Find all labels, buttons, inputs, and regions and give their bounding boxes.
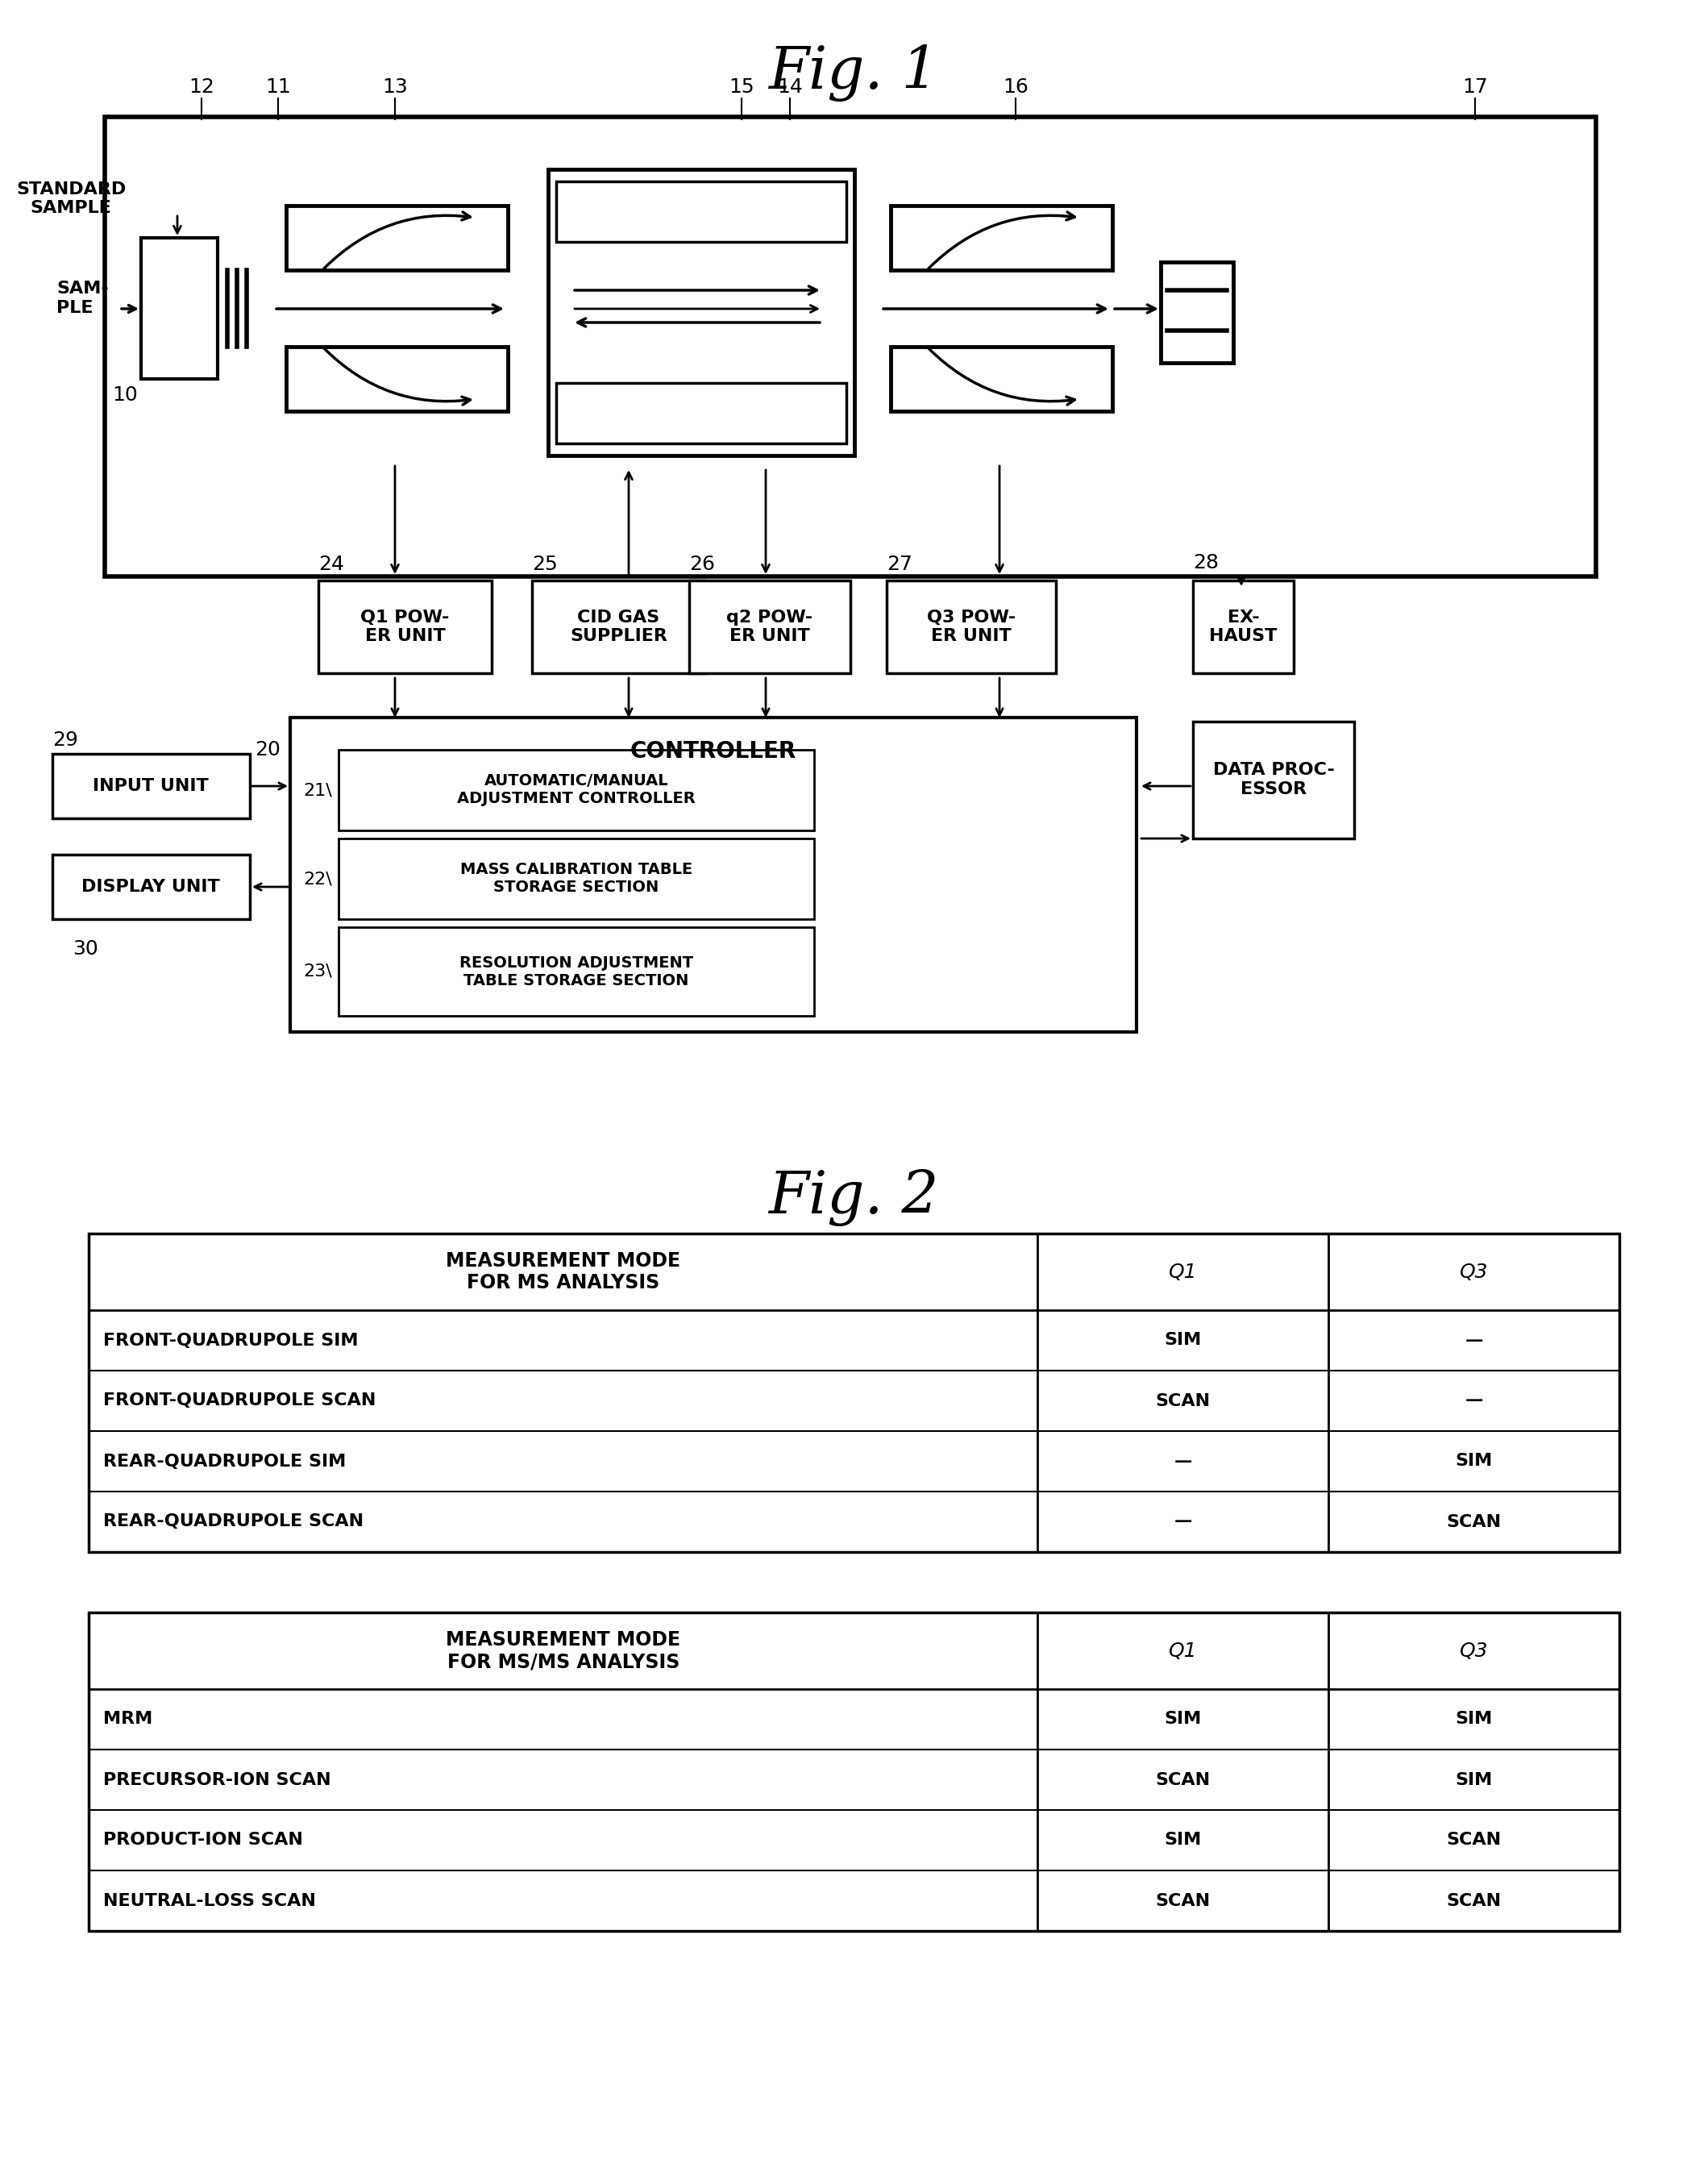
Text: 13: 13 [383,78,408,98]
Bar [142,239,217,378]
Text: MEASUREMENT MODE
FOR MS ANALYSIS: MEASUREMENT MODE FOR MS ANALYSIS [446,1251,680,1292]
Bar [338,927,815,1016]
Bar [548,169,854,456]
Text: MRM: MRM [102,1712,152,1727]
Text: FRONT-QUADRUPOLE SIM: FRONT-QUADRUPOLE SIM [102,1331,359,1349]
Text: 29: 29 [53,730,79,749]
Text: 22\: 22\ [304,871,331,886]
Text: Q3: Q3 [1460,1642,1488,1659]
Text: SIM: SIM [1165,1331,1202,1349]
Text: —: — [1465,1392,1483,1410]
Text: MASS CALIBRATION TABLE
STORAGE SECTION: MASS CALIBRATION TABLE STORAGE SECTION [459,862,692,895]
Text: SIM: SIM [1165,1833,1202,1848]
Text: 10: 10 [113,384,138,404]
Bar [1161,263,1233,363]
Text: SCAN: SCAN [1156,1392,1211,1410]
Text: SIM: SIM [1455,1772,1493,1788]
Text: DATA PROC-
ESSOR: DATA PROC- ESSOR [1213,762,1334,797]
Text: REAR-QUADRUPOLE SIM: REAR-QUADRUPOLE SIM [102,1453,347,1470]
Bar [1192,580,1293,673]
Text: CID GAS
SUPPLIER: CID GAS SUPPLIER [570,610,668,645]
Text: STANDARD
SAMPLE: STANDARD SAMPLE [15,182,126,217]
Text: PRODUCT-ION SCAN: PRODUCT-ION SCAN [102,1833,302,1848]
Text: INPUT UNIT: INPUT UNIT [92,778,208,795]
Text: SIM: SIM [1165,1712,1202,1727]
Bar [886,580,1056,673]
Bar [338,749,815,830]
Bar [688,580,851,673]
Text: MEASUREMENT MODE
FOR MS/MS ANALYSIS: MEASUREMENT MODE FOR MS/MS ANALYSIS [446,1629,680,1672]
Bar [290,717,1136,1032]
Text: 20: 20 [254,741,280,760]
Text: NEUTRAL-LOSS SCAN: NEUTRAL-LOSS SCAN [102,1892,316,1909]
Text: 21\: 21\ [304,782,331,797]
Bar [53,754,249,819]
Bar [890,348,1112,411]
Text: 14: 14 [777,78,803,98]
Text: DISPLAY UNIT: DISPLAY UNIT [82,880,220,895]
Text: SIM: SIM [1455,1453,1493,1470]
Text: 12: 12 [188,78,215,98]
Text: SCAN: SCAN [1447,1892,1501,1909]
Text: RESOLUTION ADJUSTMENT
TABLE STORAGE SECTION: RESOLUTION ADJUSTMENT TABLE STORAGE SECT… [459,956,693,988]
Text: SCAN: SCAN [1447,1833,1501,1848]
Text: —: — [1173,1453,1192,1470]
Bar [89,1612,1619,1931]
Text: Q3 POW-
ER UNIT: Q3 POW- ER UNIT [927,610,1016,645]
Text: 25: 25 [531,554,557,573]
Text: SCAN: SCAN [1447,1514,1501,1529]
Text: SCAN: SCAN [1156,1892,1211,1909]
Text: —: — [1465,1331,1483,1349]
Text: SIM: SIM [1455,1712,1493,1727]
Text: SCAN: SCAN [1156,1772,1211,1788]
Text: q2 POW-
ER UNIT: q2 POW- ER UNIT [726,610,813,645]
Bar [104,117,1595,576]
Text: Q1: Q1 [1168,1642,1197,1659]
Bar [1192,721,1354,838]
Text: Q1 POW-
ER UNIT: Q1 POW- ER UNIT [360,610,449,645]
Text: Q1: Q1 [1168,1262,1197,1281]
Text: 15: 15 [729,78,755,98]
Text: SAM-
PLE: SAM- PLE [56,280,109,315]
Bar [318,580,492,673]
Bar [287,206,507,269]
Text: 17: 17 [1462,78,1488,98]
Text: 24: 24 [318,554,345,573]
Text: REAR-QUADRUPOLE SCAN: REAR-QUADRUPOLE SCAN [102,1514,364,1529]
Text: PRECURSOR-ION SCAN: PRECURSOR-ION SCAN [102,1772,331,1788]
Text: CONTROLLER: CONTROLLER [630,741,796,762]
Text: Fig. 1: Fig. 1 [769,43,939,102]
Circle shape [524,304,535,313]
Text: 23\: 23\ [304,964,331,980]
Bar [338,838,815,919]
Bar [53,854,249,919]
Text: 11: 11 [265,78,290,98]
Bar [890,206,1112,269]
Text: Fig. 2: Fig. 2 [769,1169,939,1227]
Text: AUTOMATIC/MANUAL
ADJUSTMENT CONTROLLER: AUTOMATIC/MANUAL ADJUSTMENT CONTROLLER [458,773,695,806]
Text: 26: 26 [688,554,716,573]
Bar [89,1234,1619,1553]
Text: 30: 30 [72,938,97,958]
Bar [557,382,847,443]
Text: FRONT-QUADRUPOLE SCAN: FRONT-QUADRUPOLE SCAN [102,1392,376,1410]
Bar [531,580,705,673]
Circle shape [253,304,261,313]
Text: 16: 16 [1003,78,1028,98]
Bar [287,348,507,411]
Text: 27: 27 [886,554,912,573]
Text: —: — [1173,1514,1192,1529]
Text: Q3: Q3 [1460,1262,1488,1281]
Text: 28: 28 [1192,554,1220,573]
Text: EX-
HAUST: EX- HAUST [1209,610,1278,645]
Bar [557,182,847,241]
